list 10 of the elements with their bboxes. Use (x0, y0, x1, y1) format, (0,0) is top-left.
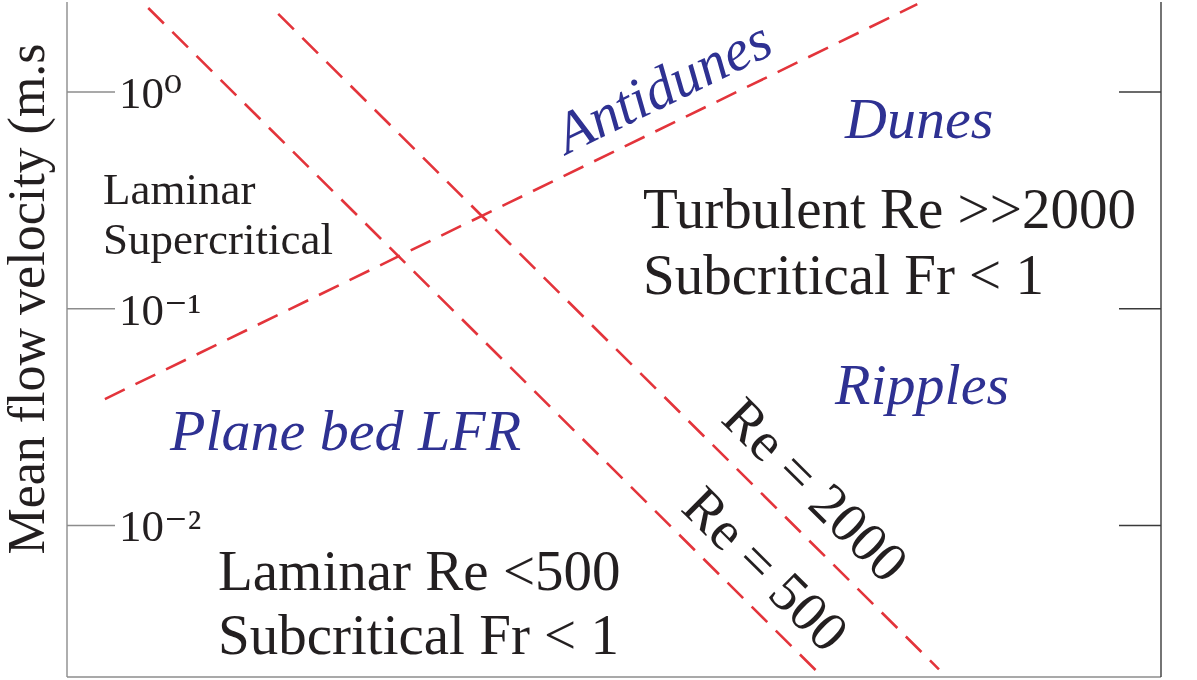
annotation: Plane bed LFR (169, 398, 522, 463)
y-tick-label: 10⁻² (119, 501, 202, 552)
annotation: Laminar Re <500 Subcritical Fr < 1 (218, 539, 621, 666)
annotation: Laminar Supercritical (103, 164, 333, 264)
y-axis-title: Mean flow velocity (m.s (0, 43, 56, 555)
annotation: Dunes (844, 86, 994, 151)
annotation: Ripples (834, 352, 1009, 417)
annotation: Turbulent Re >>2000 Subcritical Fr < 1 (643, 177, 1136, 306)
y-tick-label: 10⁰ (119, 67, 183, 118)
y-tick-label: 10⁻¹ (119, 284, 202, 335)
